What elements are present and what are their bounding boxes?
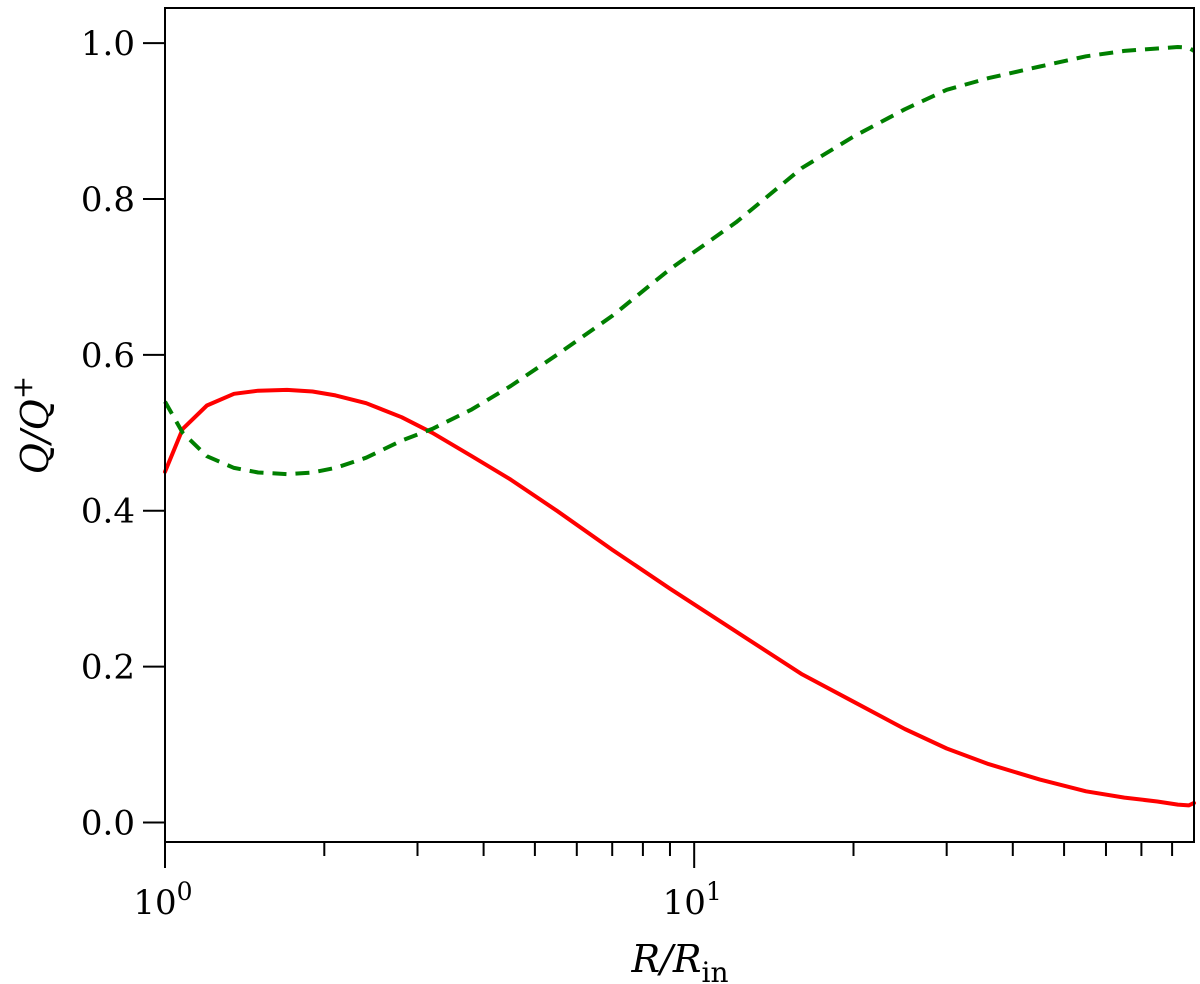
x-tick-label: 100 [133, 877, 192, 923]
solid-series-line [163, 387, 1196, 808]
plot-series [163, 45, 1196, 808]
y-tick-label: 0.2 [81, 648, 135, 688]
y-tick-label: 0.4 [81, 492, 135, 532]
y-tick-label: 0.6 [81, 336, 135, 376]
x-tick-label: 101 [663, 877, 722, 923]
y-tick-label: 0.0 [81, 804, 135, 844]
plot-frame [164, 7, 1195, 843]
tick-labels: 0.0 0.2 0.4 0.6 0.8 1.0 100 101 [81, 24, 722, 923]
y-tick-label: 1.0 [81, 24, 135, 64]
axis-ticks [143, 42, 1174, 868]
y-axis-label: Q/Q+ [6, 376, 57, 475]
dashed-series-line [163, 45, 1196, 477]
y-tick-label: 0.8 [81, 180, 135, 220]
x-axis-label: R/Rin [630, 937, 728, 984]
